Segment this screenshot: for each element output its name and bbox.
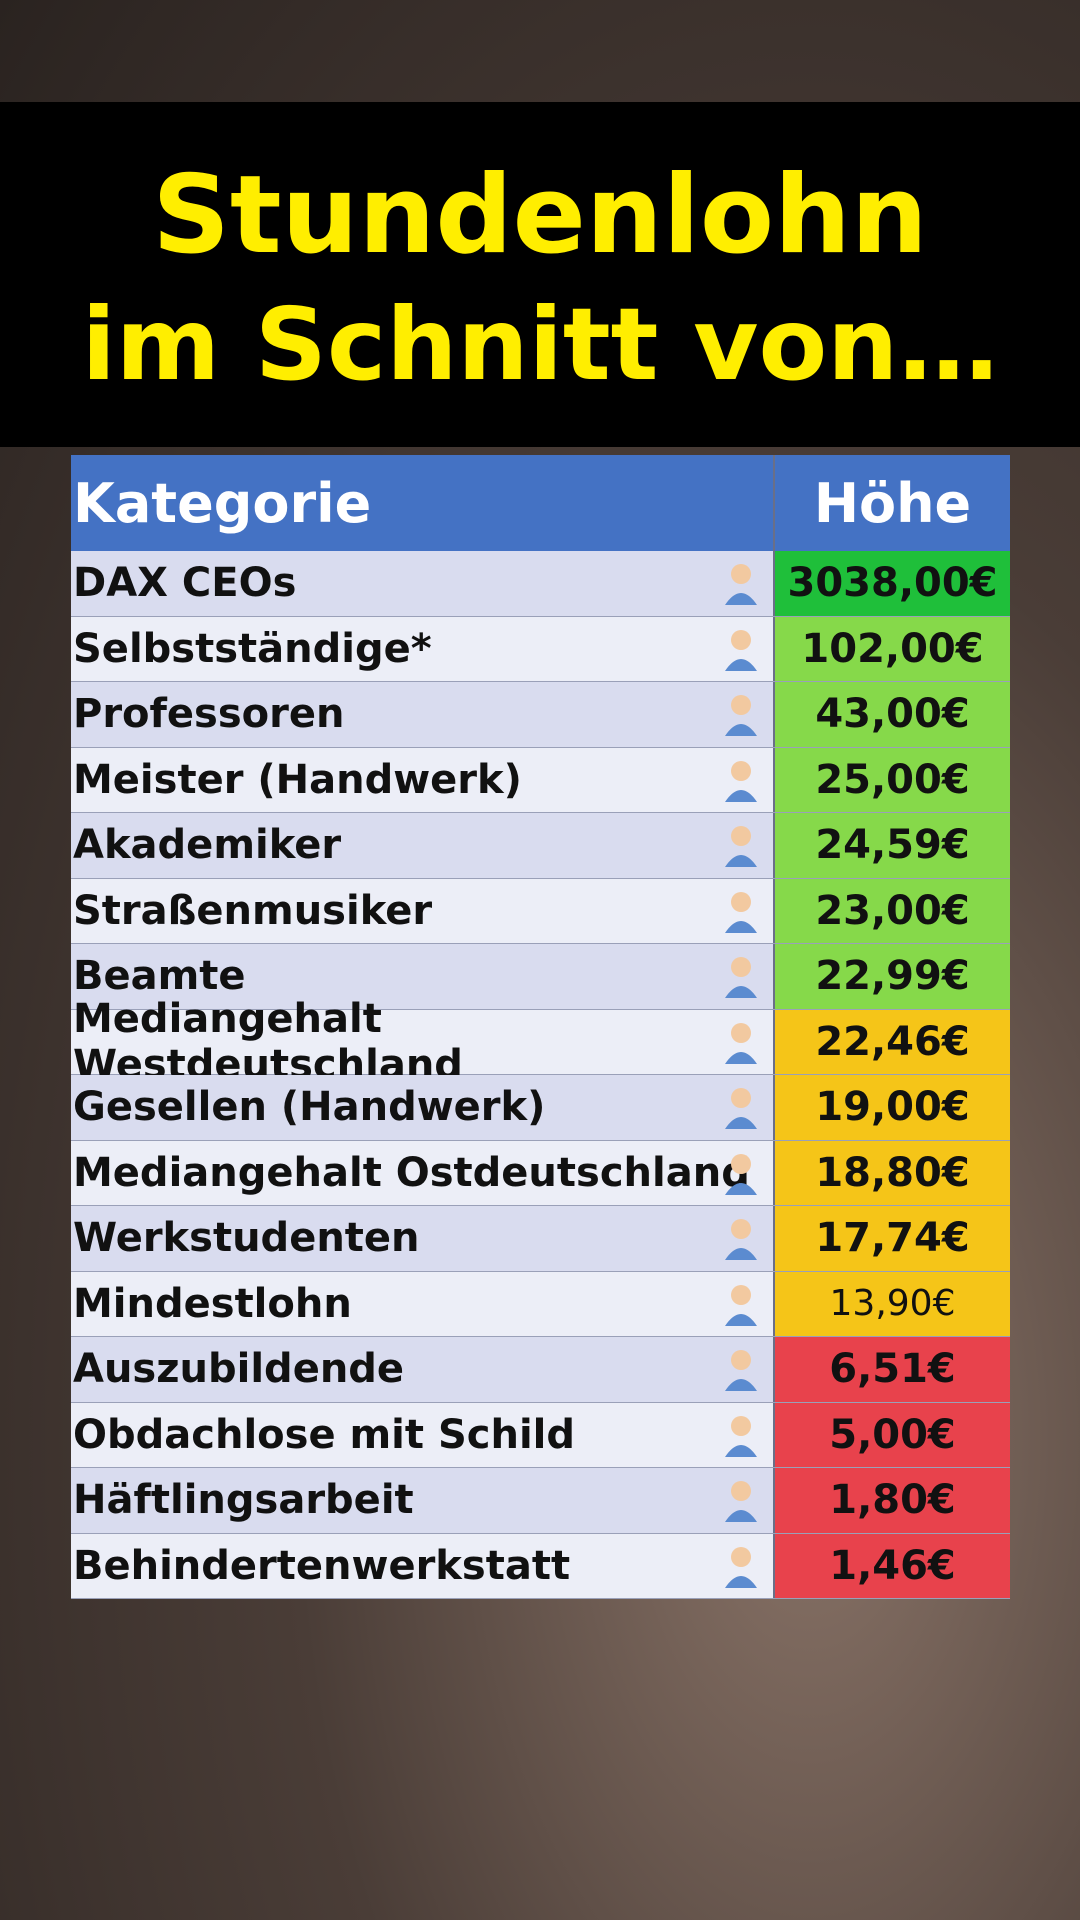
category-text: Auszubildende [73,1346,405,1393]
category-text: Meister (Handwerk) [73,756,522,803]
row-icon [725,1284,757,1326]
category-cell: Mediangehalt Westdeutschland [71,996,775,1088]
table-row: Mediangehalt Westdeutschland 22,46€ [71,996,1010,1088]
row-icon [725,564,757,605]
category-text: Selbstständige* [73,625,432,672]
table-row: Meister (Handwerk) 25,00€ [71,747,1010,813]
category-text: Gesellen (Handwerk) [73,1084,546,1131]
category-text: Mediangehalt Ostdeutschland [73,1149,750,1196]
row-icon [725,760,757,802]
category-text: Behindertenwerkstatt [73,1542,571,1589]
row-icon [725,1088,757,1129]
table-row: Behindertenwerkstatt 1,46€ [71,1533,1010,1599]
category-cell: Behindertenwerkstatt [71,1533,775,1598]
category-cell: Obdachlose mit Schild [71,1402,775,1467]
header-cell: Höhe [813,471,972,535]
category-cell: Werkstudenten [71,1206,775,1271]
category-text: Beamte [73,953,246,1000]
category-cell: Straßenmusiker [71,878,775,943]
amount-cell: 24,59€ [775,813,1010,878]
row-icon [725,1415,757,1457]
category-text: Obdachlose mit Schild [73,1411,575,1458]
table-row: Professoren 43,00€ [71,682,1010,748]
category-cell: Professoren [71,682,775,747]
amount-cell: 43,00€ [775,682,1010,747]
category-text: Akademiker [73,822,342,869]
category-text: DAX CEOs [73,560,297,607]
amount-cell: 3038,00€ [775,551,1010,616]
amount-cell: 1,46€ [775,1533,1010,1598]
category-cell: Akademiker [71,813,775,878]
row-icon [725,1350,757,1391]
category-cell: Mediangehalt Ostdeutschland [71,1140,775,1205]
title: Stundenlohn [152,153,928,278]
row-icon [725,1153,757,1195]
table-row: Straßenmusiker 23,00€ [71,878,1010,944]
table-row: Werkstudenten 17,74€ [71,1206,1010,1272]
row-icon [725,1481,757,1522]
amount-cell: 17,74€ [775,1206,1010,1271]
amount-cell: 25,00€ [775,747,1010,812]
title-band [0,102,1080,447]
category-text: Mediangehalt Westdeutschland [73,995,463,1088]
row-icon [725,1219,757,1260]
amount-cell: 102,00€ [775,616,1010,681]
amount-cell: 6,51€ [775,1337,1010,1402]
category-cell: Selbstständige* [71,616,775,681]
row-icon [725,1022,757,1064]
category-cell: Auszubildende [71,1337,775,1402]
category-cell: Häftlingsarbeit [71,1468,775,1533]
table-row: Mediangehalt Ostdeutschland 18,80€ [71,1140,1010,1206]
row-icon [725,629,757,671]
table-row: Akademiker 24,59€ [71,813,1010,879]
row-icon [725,695,757,736]
amount-cell: 5,00€ [775,1402,1010,1467]
header-cell: Kategorie [71,455,775,551]
category-cell: Mindestlohn [71,1271,775,1336]
table-row: Obdachlose mit Schild 5,00€ [71,1402,1010,1468]
category-cell: Gesellen (Handwerk) [71,1075,775,1140]
row-icon [725,891,757,933]
title: im Schnitt von… [81,286,999,403]
category-text: Häftlingsarbeit [73,1477,414,1524]
row-icon [725,826,757,867]
amount-cell: 1,80€ [775,1468,1010,1533]
table: Kategorie Höhe DAX CEOs 3038,00€ Selbststä… [71,455,1010,1599]
category-text: Werkstudenten [73,1215,420,1262]
category-cell: Beamte [71,944,775,1009]
category-text: Mindestlohn [73,1280,352,1327]
table-row: DAX CEOs 3038,00€ [71,551,1010,617]
category-cell: DAX CEOs [71,551,775,616]
amount-cell: 22,46€ [775,1009,1010,1074]
table-header: Kategorie Höhe [71,455,1010,551]
category-text: Professoren [73,691,345,738]
amount-cell: 23,00€ [775,878,1010,943]
table-row: Mindestlohn 13,90€ [71,1271,1010,1337]
category-cell: Meister (Handwerk) [71,747,775,812]
row-icon [725,957,757,998]
amount-cell: 13,90€ [775,1271,1010,1336]
amount-cell: 19,00€ [775,1075,1010,1140]
table-row: Häftlingsarbeit 1,80€ [71,1468,1010,1534]
amount-cell: 18,80€ [775,1140,1010,1205]
table-row: Selbstständige* 102,00€ [71,616,1010,682]
table-row: Gesellen (Handwerk) 19,00€ [71,1075,1010,1141]
table-row: Auszubildende 6,51€ [71,1337,1010,1403]
row-icon [725,1546,757,1588]
category-text: Straßenmusiker [73,887,433,934]
table-row: Beamte 22,99€ [71,944,1010,1010]
amount-cell: 22,99€ [775,944,1010,1009]
